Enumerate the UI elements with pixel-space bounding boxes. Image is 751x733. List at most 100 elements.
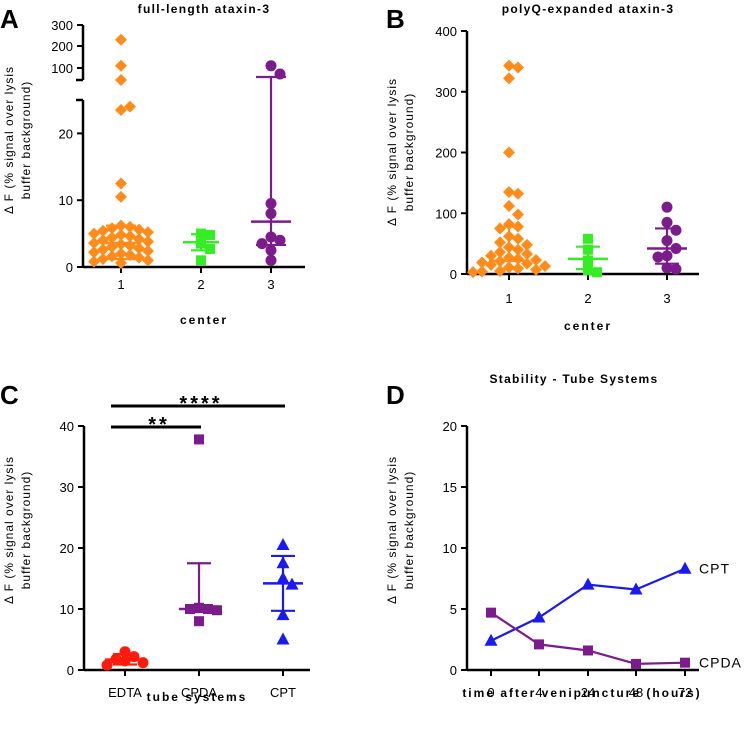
data-point-cpt — [678, 561, 692, 574]
data-point-cpda — [534, 639, 544, 650]
series-label-cpda: CPDA — [699, 655, 742, 671]
data-point-center-1 — [512, 187, 524, 200]
data-point-center-1 — [494, 222, 506, 235]
data-point-cpda — [194, 434, 204, 445]
x-tick-label: 1 — [505, 291, 512, 306]
data-point-center-1 — [88, 246, 100, 259]
panel-c: C tube systems Δ F (% signal over lysis … — [0, 380, 310, 704]
panel-d: D Stability - Tube Systems time after ve… — [385, 372, 742, 700]
data-point-cpt — [276, 632, 290, 645]
data-point-cpt — [629, 582, 643, 595]
data-point-center-2 — [592, 267, 602, 278]
data-point-center-1 — [494, 264, 506, 277]
y-axis-label-line-2: buffer background) — [402, 471, 416, 590]
data-point-center-1 — [512, 208, 524, 221]
panel-c-y-axis-label: Δ F (% signal over lysis buffer backgrou… — [2, 456, 33, 604]
data-point-center-1 — [503, 59, 515, 72]
data-point-center-3 — [670, 263, 682, 275]
data-point-center-1 — [124, 230, 136, 243]
data-point-center-1 — [97, 252, 109, 265]
data-point-center-3 — [265, 254, 277, 266]
data-point-center-1 — [124, 248, 136, 261]
x-tick-label: 24 — [581, 685, 595, 700]
data-point-center-1 — [124, 220, 136, 233]
data-point-center-1 — [521, 238, 533, 251]
y-axis-label-line-2: buffer background) — [19, 471, 33, 590]
y-axis-label-line-1: Δ F (% signal over lysis — [385, 456, 399, 604]
y-tick-label: 0 — [66, 260, 73, 275]
data-point-cpt — [484, 633, 498, 646]
data-point-center-1 — [142, 244, 154, 257]
y-tick-label: 300 — [435, 85, 457, 100]
y-axis-label-line-1: Δ F (% signal over lysis — [2, 456, 16, 604]
data-point-center-1 — [467, 266, 479, 279]
x-tick-label: CPDA — [181, 685, 217, 700]
y-tick-label: 5 — [450, 602, 457, 617]
x-tick-label: EDTA — [108, 685, 142, 700]
significance-stars: **** — [179, 393, 222, 415]
y-tick-label: 0 — [450, 267, 457, 282]
x-tick-label: 2 — [584, 291, 591, 306]
y-tick-label: 100 — [435, 206, 457, 221]
y-axis-label-line-1: Δ F (% signal over lysis — [385, 78, 399, 226]
data-point-center-1 — [88, 255, 100, 268]
data-point-center-1 — [97, 243, 109, 256]
data-point-center-1 — [133, 242, 145, 255]
data-point-center-1 — [106, 250, 118, 263]
data-point-cpda — [583, 645, 593, 656]
y-tick-label: 200 — [435, 146, 457, 161]
y-tick-label: 200 — [51, 39, 73, 54]
data-point-cpda — [680, 657, 690, 668]
data-point-center-1 — [503, 72, 515, 85]
panel-b-y-axis-label: Δ F (% signal over lysis buffer backgrou… — [385, 78, 416, 226]
data-point-center-3 — [274, 234, 286, 246]
y-tick-label: 20 — [60, 541, 74, 556]
y-tick-label: 100 — [51, 61, 73, 76]
data-point-center-1 — [512, 232, 524, 245]
panel-letter-b: B — [386, 4, 405, 34]
panel-b-title: polyQ-expanded ataxin-3 — [502, 2, 675, 16]
x-tick-label: CPT — [270, 685, 296, 700]
data-point-center-2 — [196, 255, 206, 266]
data-point-center-1 — [115, 74, 127, 86]
data-point-center-1 — [494, 236, 506, 249]
data-point-cpt — [581, 577, 595, 590]
data-point-center-1 — [503, 146, 515, 159]
x-tick-label: 48 — [629, 685, 643, 700]
data-point-center-1 — [97, 224, 109, 237]
panel-b: B polyQ-expanded ataxin-3 center Δ F (% … — [385, 2, 699, 333]
data-point-center-1 — [124, 100, 136, 113]
y-tick-label: 20 — [59, 126, 73, 141]
data-point-center-1 — [494, 246, 506, 259]
data-point-center-1 — [530, 263, 542, 276]
data-point-center-3 — [661, 216, 673, 228]
data-point-cpt — [532, 610, 546, 623]
panel-a-x-axis-label: center — [180, 313, 228, 327]
x-tick-label: 2 — [197, 277, 204, 292]
y-axis-label-line-2: buffer background) — [19, 81, 33, 200]
data-point-center-2 — [583, 265, 593, 276]
data-point-center-3 — [661, 262, 673, 274]
series-label-cpt: CPT — [699, 561, 730, 577]
data-point-center-1 — [476, 256, 488, 269]
data-point-cpt — [276, 537, 290, 550]
data-point-edta — [101, 659, 113, 671]
data-point-center-1 — [115, 104, 127, 116]
data-point-center-3 — [265, 60, 277, 72]
x-tick-label: 3 — [267, 277, 274, 292]
data-point-center-1 — [485, 249, 497, 262]
x-tick-label: 3 — [663, 291, 670, 306]
y-tick-label: 0 — [450, 663, 457, 678]
data-point-center-1 — [142, 254, 154, 267]
panel-d-title: Stability - Tube Systems — [489, 372, 658, 386]
panel-letter-a: A — [0, 4, 19, 34]
y-tick-label: 10 — [443, 541, 457, 556]
panel-b-x-axis-label: center — [564, 319, 612, 333]
data-point-center-3 — [256, 238, 268, 250]
data-point-center-2 — [583, 233, 593, 244]
panel-letter-c: C — [0, 380, 19, 410]
y-axis-label-line-2: buffer background) — [402, 93, 416, 212]
y-tick-label: 30 — [60, 480, 74, 495]
panel-d-x-axis-label: time after venipuncture (hours) — [462, 686, 701, 700]
y-tick-label: 20 — [443, 419, 457, 434]
